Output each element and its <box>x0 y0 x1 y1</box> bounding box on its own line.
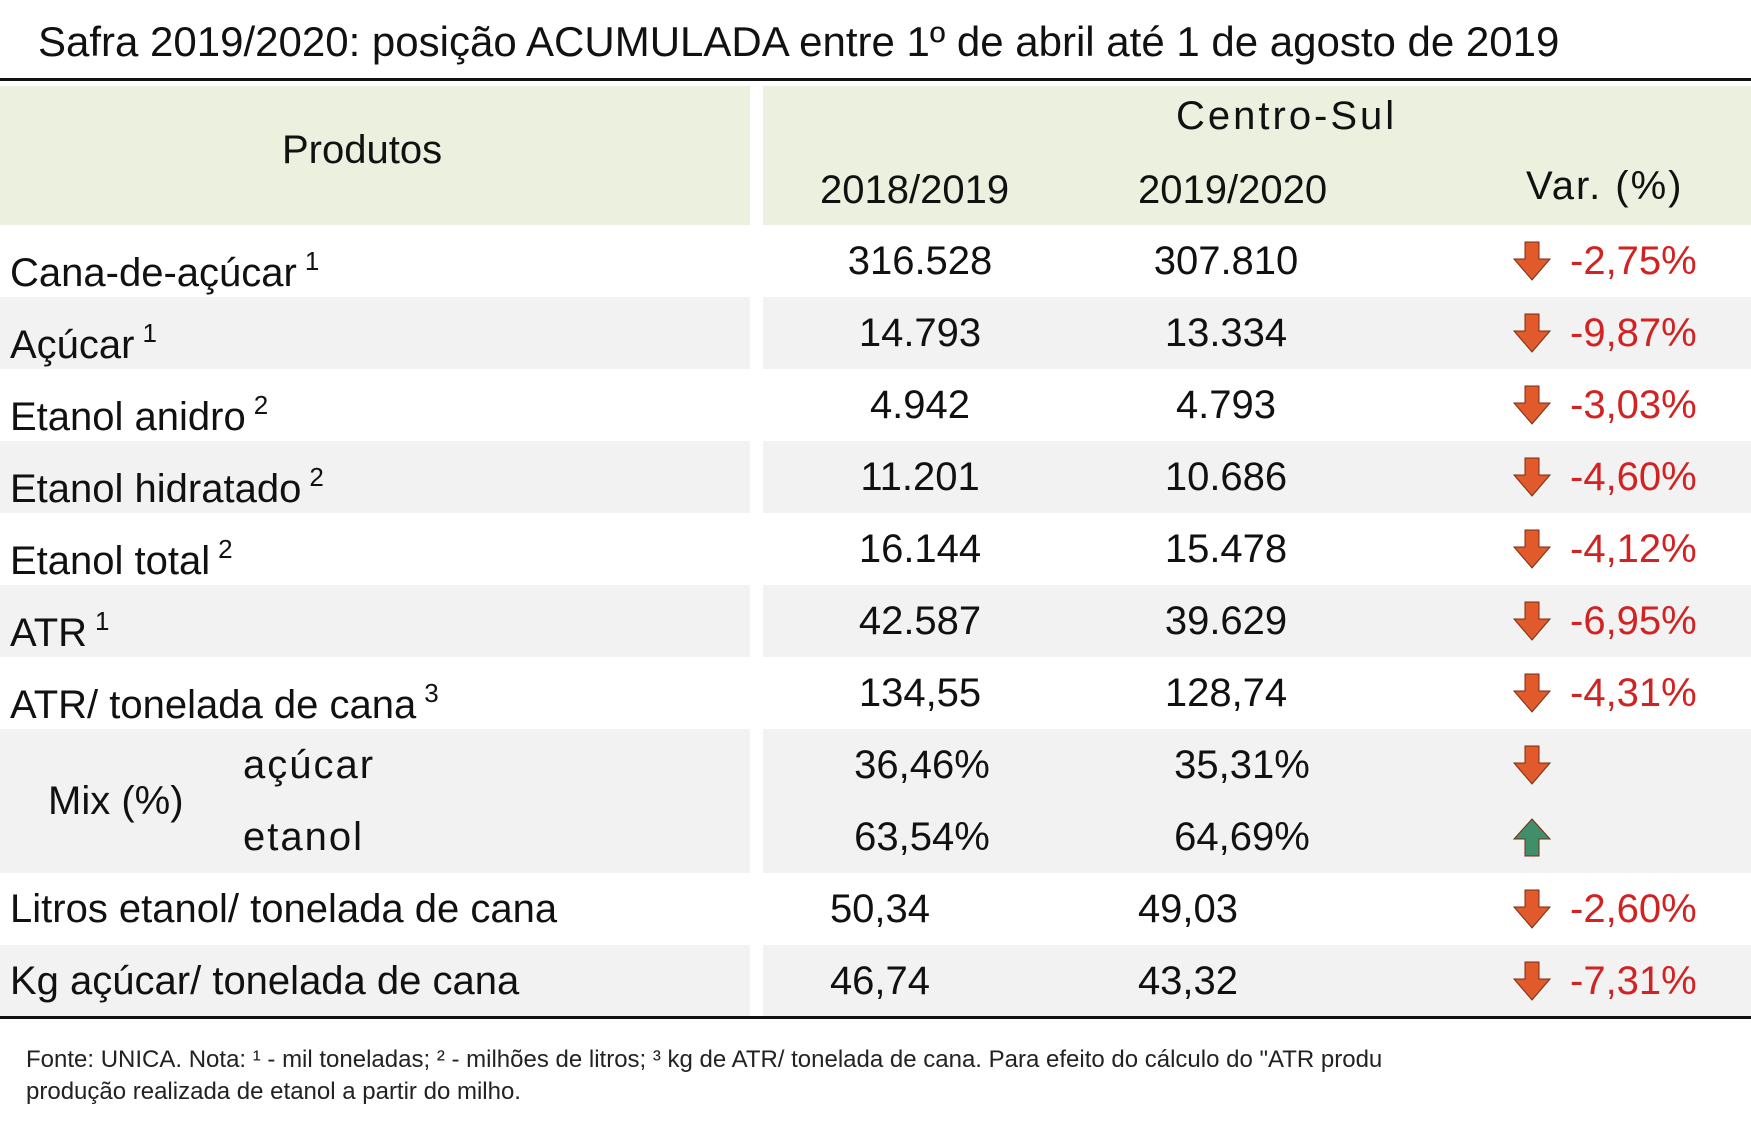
variation-value: -2,60% <box>1570 887 1697 931</box>
row-label-text: Cana-de-açúcar <box>10 251 297 295</box>
row-label-text: Etanol total <box>10 539 211 583</box>
row-band <box>0 585 750 657</box>
value-2018-2019: 4.942 <box>869 383 971 427</box>
mix-value-2019-2020: 64,69% <box>1174 815 1310 859</box>
row-band <box>763 585 1751 657</box>
row-label: Etanol hidratado 2 <box>10 441 324 525</box>
page-title: Safra 2019/2020: posição ACUMULADA entre… <box>38 18 1560 65</box>
row-label: Litros etanol/ tonelada de cana <box>10 887 558 931</box>
mix-label: Mix (%) <box>48 779 184 823</box>
value-2018-2019: 316.528 <box>847 239 993 283</box>
row-label-text: Etanol anidro <box>10 395 246 439</box>
variation-value: -4,60% <box>1570 455 1697 499</box>
row-label-text: ATR/ tonelada de cana <box>10 683 417 727</box>
row-label: Etanol total 2 <box>10 513 233 597</box>
mix-value-2018-2019: 63,54% <box>854 815 990 859</box>
arrow-up-icon <box>1512 817 1552 857</box>
row-band <box>763 945 1751 1017</box>
arrow-down-icon <box>1512 529 1552 569</box>
row-label-text: ATR <box>10 611 88 655</box>
header-produtos: Produtos <box>282 128 443 172</box>
value-2019-2020: 43,32 <box>1137 959 1239 1003</box>
variation-value: -3,03% <box>1570 383 1697 427</box>
footnote-marker: 1 <box>142 318 157 348</box>
row-band <box>763 441 1751 513</box>
variation-value: -4,31% <box>1570 671 1697 715</box>
row-band <box>0 945 750 1017</box>
mix-sub-label: etanol <box>243 815 364 859</box>
mix-value-2019-2020: 35,31% <box>1174 743 1310 787</box>
row-label-text: Etanol hidratado <box>10 467 302 511</box>
footnote-marker: 3 <box>424 678 439 708</box>
header-col-2018-2019: 2018/2019 <box>820 168 1010 212</box>
row-label: ATR 1 <box>10 585 110 669</box>
mix-sub-label: açúcar <box>243 743 376 787</box>
header-region-cell <box>763 86 1751 225</box>
value-2019-2020: 13.334 <box>1164 311 1288 355</box>
row-band <box>0 441 750 513</box>
row-label: Etanol anidro 2 <box>10 369 268 453</box>
row-label: Kg açúcar/ tonelada de cana <box>10 959 520 1003</box>
value-2019-2020: 128,74 <box>1164 671 1288 715</box>
footnote-line-1: Fonte: UNICA. Nota: ¹ - mil toneladas; ²… <box>26 1046 1383 1073</box>
variation-value: -7,31% <box>1570 959 1697 1003</box>
row-band <box>0 297 750 369</box>
value-2018-2019: 14.793 <box>858 311 982 355</box>
value-2019-2020: 39.629 <box>1164 599 1288 643</box>
value-2018-2019: 134,55 <box>858 671 982 715</box>
footnote-line-2: produção realizada de etanol a partir do… <box>26 1078 521 1105</box>
footnote-marker: 1 <box>304 246 320 276</box>
row-label: Cana-de-açúcar 1 <box>10 225 319 309</box>
arrow-down-icon <box>1512 241 1552 281</box>
arrow-down-icon <box>1512 673 1552 713</box>
mix-band <box>0 729 750 873</box>
row-label: Açúcar 1 <box>10 297 157 381</box>
variation-value: -9,87% <box>1570 311 1697 355</box>
mix-value-2018-2019: 36,46% <box>854 743 990 787</box>
value-2018-2019: 42.587 <box>858 599 982 643</box>
value-2019-2020: 4.793 <box>1175 383 1277 427</box>
arrow-down-icon <box>1512 385 1552 425</box>
arrow-down-icon <box>1512 457 1552 497</box>
header-produtos-cell <box>0 86 750 225</box>
variation-value: -6,95% <box>1570 599 1697 643</box>
value-2019-2020: 49,03 <box>1137 887 1239 931</box>
header-col-var: Var. (%) <box>1526 164 1684 208</box>
variation-value: -4,12% <box>1570 527 1697 571</box>
mix-band <box>763 729 1751 873</box>
bottom-rule <box>0 1016 1751 1019</box>
arrow-down-icon <box>1512 313 1552 353</box>
row-label-text: Açúcar <box>10 323 135 367</box>
value-2018-2019: 50,34 <box>829 887 931 931</box>
header-region: Centro-Sul <box>1176 94 1398 138</box>
value-2019-2020: 15.478 <box>1164 527 1288 571</box>
footnote-marker: 2 <box>253 390 269 420</box>
value-2018-2019: 11.201 <box>860 455 980 499</box>
value-2019-2020: 10.686 <box>1164 455 1288 499</box>
row-band <box>763 297 1751 369</box>
arrow-down-icon <box>1512 961 1552 1001</box>
footnote-marker: 1 <box>95 606 110 636</box>
value-2018-2019: 16.144 <box>858 527 982 571</box>
value-2019-2020: 307.810 <box>1153 239 1299 283</box>
value-2018-2019: 46,74 <box>829 959 931 1003</box>
header-col-2019-2020: 2019/2020 <box>1138 168 1328 212</box>
arrow-down-icon <box>1512 601 1552 641</box>
variation-value: -2,75% <box>1570 239 1697 283</box>
arrow-down-icon <box>1512 889 1552 929</box>
footnote-marker: 2 <box>309 462 324 492</box>
row-label: ATR/ tonelada de cana 3 <box>10 657 439 741</box>
footnote-marker: 2 <box>218 534 233 564</box>
top-rule <box>0 78 1751 81</box>
arrow-down-icon <box>1512 745 1552 785</box>
